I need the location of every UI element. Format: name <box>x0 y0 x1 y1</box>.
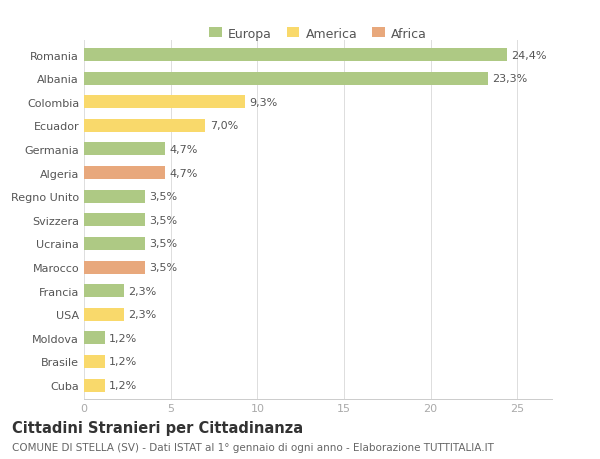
Text: 24,4%: 24,4% <box>511 50 547 61</box>
Bar <box>84 379 105 392</box>
Text: 3,5%: 3,5% <box>149 263 177 273</box>
Text: 2,3%: 2,3% <box>128 286 157 296</box>
Text: Cittadini Stranieri per Cittadinanza: Cittadini Stranieri per Cittadinanza <box>12 420 303 435</box>
Bar <box>84 261 145 274</box>
Text: 1,2%: 1,2% <box>109 333 137 343</box>
Bar <box>84 285 124 297</box>
Bar <box>84 143 166 156</box>
Text: 3,5%: 3,5% <box>149 192 177 202</box>
Bar <box>84 214 145 227</box>
Text: 1,2%: 1,2% <box>109 380 137 390</box>
Bar <box>84 190 145 203</box>
Text: 7,0%: 7,0% <box>209 121 238 131</box>
Text: 9,3%: 9,3% <box>250 98 278 107</box>
Text: 1,2%: 1,2% <box>109 357 137 367</box>
Bar <box>84 237 145 250</box>
Text: 3,5%: 3,5% <box>149 215 177 225</box>
Text: 2,3%: 2,3% <box>128 309 157 319</box>
Text: 3,5%: 3,5% <box>149 239 177 249</box>
Bar <box>84 355 105 368</box>
Text: 4,7%: 4,7% <box>170 168 198 178</box>
Bar <box>84 120 205 133</box>
Bar <box>84 308 124 321</box>
Bar <box>84 331 105 345</box>
Text: 4,7%: 4,7% <box>170 145 198 155</box>
Bar <box>84 73 488 85</box>
Bar <box>84 96 245 109</box>
Text: 23,3%: 23,3% <box>492 74 527 84</box>
Legend: Europa, America, Africa: Europa, America, Africa <box>204 22 432 45</box>
Text: COMUNE DI STELLA (SV) - Dati ISTAT al 1° gennaio di ogni anno - Elaborazione TUT: COMUNE DI STELLA (SV) - Dati ISTAT al 1°… <box>12 442 494 452</box>
Bar <box>84 167 166 179</box>
Bar <box>84 49 507 62</box>
